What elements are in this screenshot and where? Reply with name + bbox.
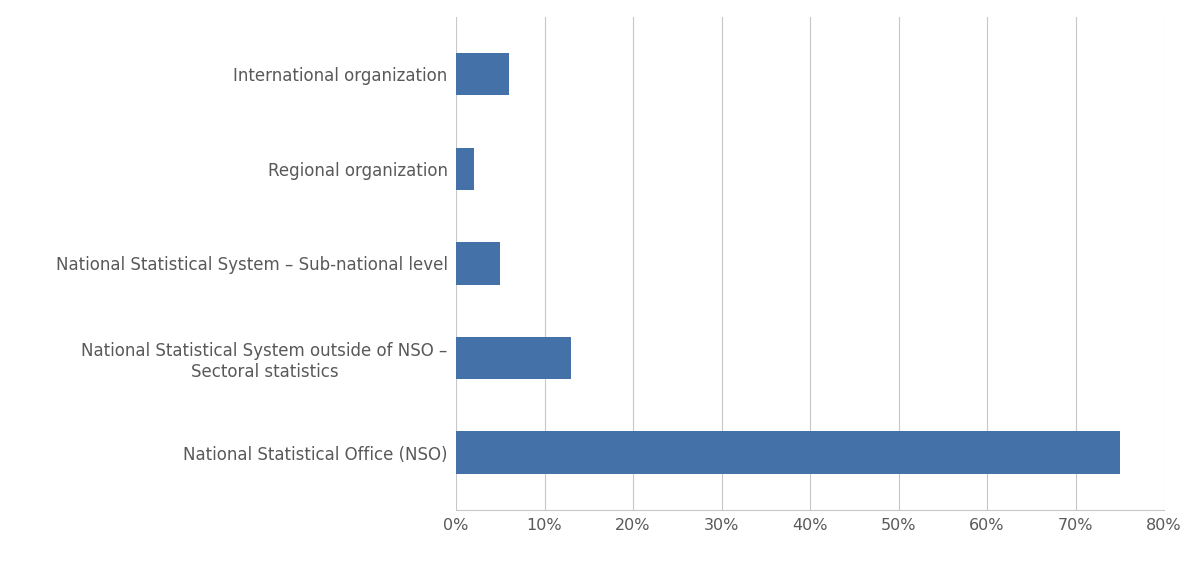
Bar — [456, 242, 500, 285]
Bar — [456, 431, 1120, 474]
Bar — [456, 337, 571, 379]
Bar — [456, 53, 509, 96]
Bar — [456, 148, 474, 190]
